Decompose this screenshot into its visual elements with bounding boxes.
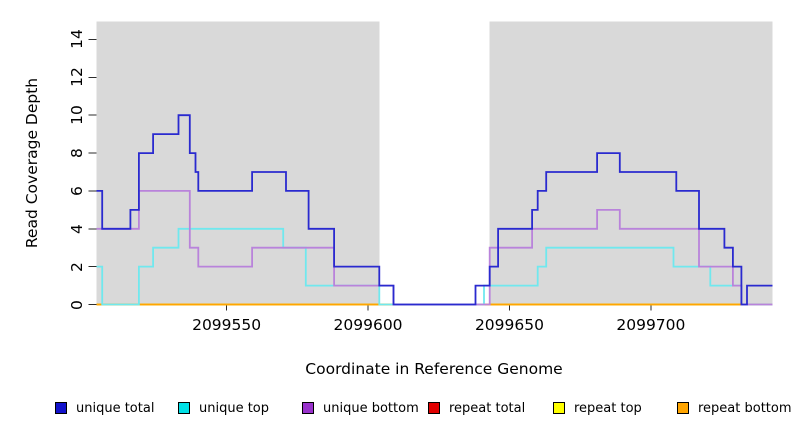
x-tick-label: 2099650: [474, 316, 544, 334]
y-tick-label: 8: [68, 148, 86, 158]
legend-swatch-icon: [428, 402, 440, 414]
legend-swatch-icon: [677, 402, 689, 414]
y-tick-label: 4: [68, 223, 86, 234]
legend-label: unique bottom: [323, 400, 419, 416]
legend-item-unique-bottom: unique bottom: [302, 399, 419, 417]
legend-item-unique-top: unique top: [178, 399, 269, 417]
x-tick-label: 2099600: [333, 316, 403, 334]
x-axis-title: Coordinate in Reference Genome: [305, 360, 563, 378]
legend-swatch-icon: [553, 402, 565, 414]
legend-item-repeat-bottom: repeat bottom: [677, 399, 792, 417]
masked-region: [379, 21, 490, 305]
y-tick-label: 2: [68, 261, 86, 272]
legend-swatch-icon: [178, 402, 190, 414]
legend-item-unique-total: unique total: [55, 399, 154, 417]
y-axis-title: Read Coverage Depth: [23, 77, 41, 249]
series-line-unique-total: [96, 114, 773, 306]
legend-label: unique top: [199, 400, 270, 416]
y-tick-label: 0: [68, 299, 86, 310]
y-tick-label: 10: [68, 105, 86, 126]
legend-label: repeat top: [574, 400, 642, 416]
y-tick-label: 14: [68, 29, 86, 50]
legend-swatch-icon: [302, 402, 314, 414]
y-tick-label: 6: [68, 185, 86, 196]
y-tick-label: 12: [68, 67, 86, 88]
x-tick-label: 2099550: [192, 316, 262, 334]
legend-label: repeat bottom: [698, 400, 792, 416]
chart-legend: unique total unique top unique bottom repea…: [0, 399, 792, 425]
series-line-unique-top: [96, 227, 773, 306]
legend-item-repeat-top: repeat top: [553, 399, 642, 417]
legend-swatch-icon: [55, 402, 67, 414]
legend-item-repeat-total: repeat total: [428, 399, 525, 417]
x-tick-label: 2099700: [616, 316, 686, 334]
legend-label: repeat total: [449, 400, 526, 416]
legend-label: unique total: [76, 400, 155, 416]
